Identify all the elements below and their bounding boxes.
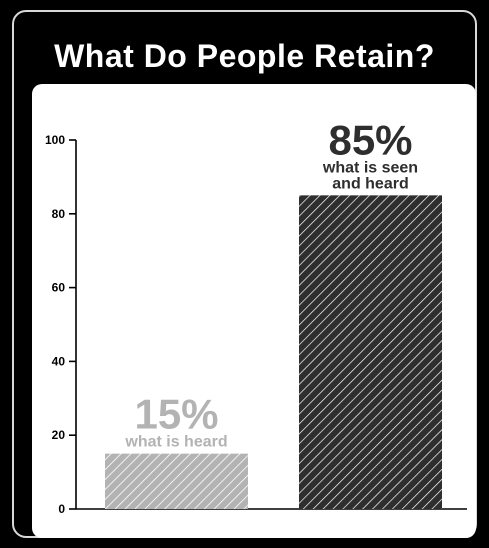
data-label: 15% <box>134 391 218 438</box>
y-tick-label: 0 <box>58 502 65 516</box>
y-tick-label: 100 <box>45 133 65 147</box>
y-tick-label: 20 <box>52 428 66 442</box>
chart-title: What Do People Retain? <box>54 38 435 74</box>
y-tick-label: 80 <box>52 207 66 221</box>
y-tick-label: 60 <box>52 281 66 295</box>
data-label: 85% <box>328 116 412 163</box>
bar-seen-and-heard <box>299 195 442 509</box>
category-label: what is seen <box>322 159 418 176</box>
category-label: what is heard <box>124 434 227 451</box>
bar-heard <box>105 453 248 509</box>
category-label: and heard <box>332 175 408 192</box>
y-tick-label: 40 <box>52 354 66 368</box>
